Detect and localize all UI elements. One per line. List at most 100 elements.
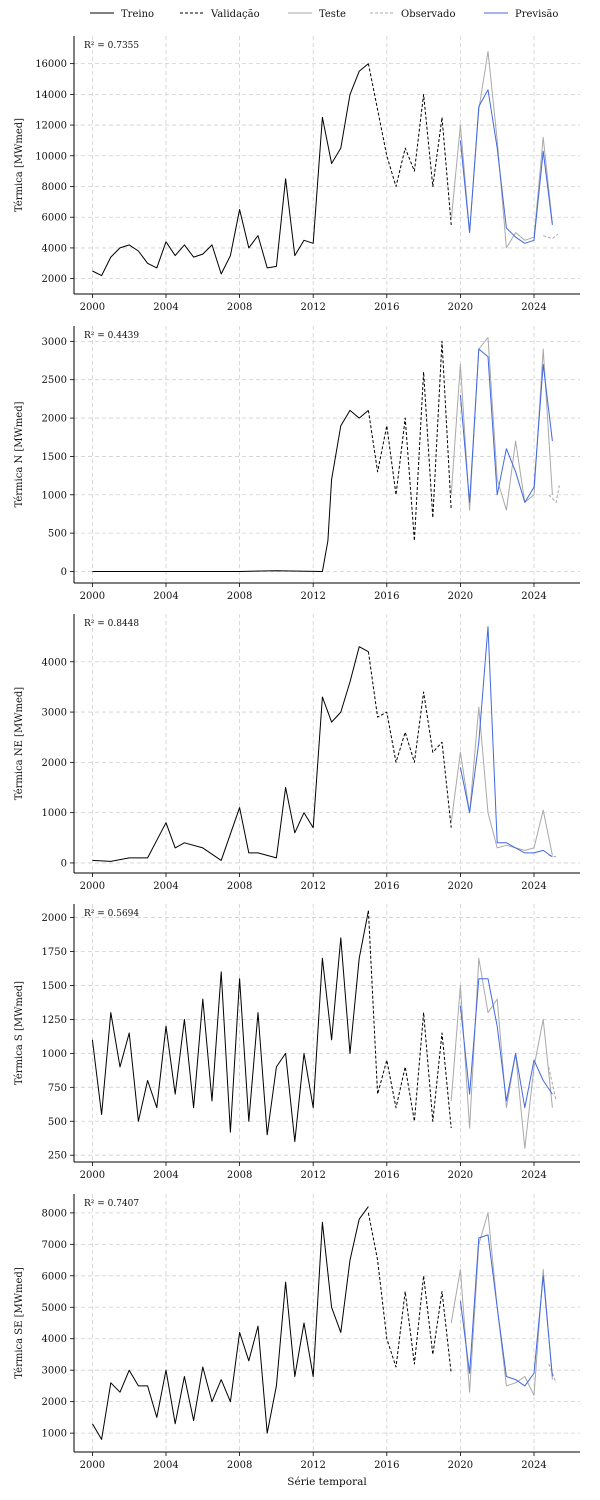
legend-item: Previsão [484, 9, 558, 20]
y-tick-label: 1000 [42, 490, 67, 501]
series-line-teste [450, 50, 553, 249]
x-tick-label: 2000 [80, 1170, 105, 1181]
legend: Treino Validação Teste Observado Previsão [90, 9, 558, 20]
legend-item: Observado [370, 9, 455, 20]
x-tick-label: 2016 [374, 1460, 399, 1471]
series-line-validação [367, 340, 452, 542]
y-tick-label: 2000 [42, 414, 67, 425]
x-tick-label: 2004 [153, 1460, 178, 1471]
legend-label: Previsão [515, 9, 558, 20]
series-line-observado [548, 483, 561, 503]
series-line-previsão [459, 89, 553, 244]
y-tick-label: 2000 [42, 274, 67, 285]
series-line-teste [450, 1212, 553, 1396]
legend-item: Validação [180, 9, 260, 20]
series-line-treino [92, 63, 369, 277]
x-tick-label: 2020 [448, 1170, 473, 1181]
y-tick-label: 1750 [42, 947, 67, 958]
x-tick-label: 2012 [300, 591, 325, 602]
y-tick-label: 1250 [42, 1015, 67, 1026]
x-tick-label: 2000 [80, 302, 105, 313]
x-tick-label: 2012 [300, 881, 325, 892]
x-tick-label: 2016 [374, 302, 399, 313]
x-tick-label: 2008 [227, 881, 252, 892]
series-line-treino [91, 910, 369, 1143]
x-tick-label: 2008 [227, 302, 252, 313]
y-axis-label: Térmica NE [MWmed] [14, 687, 25, 800]
y-tick-label: 5000 [42, 1303, 67, 1314]
series-line-treino [92, 409, 369, 572]
series-line-previsão [459, 1234, 553, 1387]
x-tick-label: 2024 [521, 591, 546, 602]
y-axis-label: Térmica S [MWmed] [14, 981, 25, 1085]
y-tick-label: 3000 [42, 1366, 67, 1377]
series-line-validação [367, 1212, 452, 1374]
series-line-previsão [459, 978, 553, 1109]
y-tick-label: 2500 [42, 375, 67, 386]
legend-label: Treino [121, 9, 154, 20]
x-tick-label: 2012 [300, 302, 325, 313]
y-tick-label: 6000 [42, 1271, 67, 1282]
y-tick-label: 8000 [42, 1208, 67, 1219]
y-tick-label: 10000 [35, 151, 67, 162]
x-tick-label: 2004 [153, 302, 178, 313]
y-tick-label: 2000 [42, 1397, 67, 1408]
x-tick-label: 2020 [448, 881, 473, 892]
x-tick-label: 2024 [521, 1170, 546, 1181]
series-line-validação [367, 910, 452, 1129]
y-tick-label: 3000 [42, 708, 67, 719]
series-line-teste [450, 706, 553, 856]
series-line-teste [450, 957, 553, 1149]
series-line-treino [92, 646, 369, 862]
legend-item: Treino [90, 9, 154, 20]
y-tick-label: 3000 [42, 337, 67, 348]
x-tick-label: 2004 [153, 881, 178, 892]
x-tick-label: 2008 [227, 1170, 252, 1181]
y-tick-label: 7000 [42, 1240, 67, 1251]
x-tick-label: 2000 [80, 591, 105, 602]
x-tick-label: 2008 [227, 1460, 252, 1471]
legend-label: Validação [210, 9, 260, 20]
series-line-previsão [459, 348, 553, 503]
r2-annotation: R² = 0.8448 [84, 619, 139, 629]
series-line-observado [548, 1066, 557, 1102]
x-tick-label: 2000 [80, 1460, 105, 1471]
y-tick-label: 2000 [42, 913, 67, 924]
legend-item: Teste [288, 9, 346, 20]
x-tick-label: 2016 [374, 591, 399, 602]
r2-annotation: R² = 0.4439 [84, 331, 139, 341]
r2-annotation: R² = 0.7355 [84, 41, 139, 51]
y-tick-label: 4000 [42, 657, 67, 668]
x-axis-label: Série temporal [287, 1476, 367, 1488]
legend-label: Teste [319, 9, 346, 20]
x-tick-label: 2012 [300, 1460, 325, 1471]
x-tick-label: 2024 [521, 881, 546, 892]
y-tick-label: 1000 [42, 1049, 67, 1060]
y-tick-label: 0 [61, 858, 67, 869]
x-tick-label: 2024 [521, 1460, 546, 1471]
chart-panels: 2000 2004 2008 2012 2016 2020 2024 2000 4000 6000… [14, 36, 580, 1471]
x-tick-label: 2004 [153, 591, 178, 602]
chart-panel: 2000 2004 2008 2012 2016 2020 2024 1000 2000 3000… [14, 1194, 580, 1471]
y-tick-label: 4000 [42, 243, 67, 254]
x-tick-label: 2020 [448, 591, 473, 602]
legend-label: Observado [401, 9, 455, 20]
series-line-teste [450, 337, 553, 511]
y-tick-label: 500 [48, 529, 67, 540]
y-tick-label: 0 [61, 567, 67, 578]
x-tick-label: 2016 [374, 881, 399, 892]
r2-annotation: R² = 0.7407 [84, 1199, 139, 1209]
x-tick-label: 2000 [80, 881, 105, 892]
y-tick-label: 8000 [42, 182, 67, 193]
y-tick-label: 6000 [42, 213, 67, 224]
y-tick-label: 1000 [42, 808, 67, 819]
chart-panel: 2000 2004 2008 2012 2016 2020 2024 0 500 1000 1500… [14, 326, 580, 602]
y-axis-label: Térmica SE [MWmed] [14, 1267, 25, 1379]
x-tick-label: 2016 [374, 1170, 399, 1181]
y-tick-label: 14000 [35, 90, 67, 101]
series-line-validação [367, 651, 452, 828]
series-line-treino [91, 1206, 369, 1440]
series-line-validação [367, 63, 452, 225]
x-tick-label: 2012 [300, 1170, 325, 1181]
